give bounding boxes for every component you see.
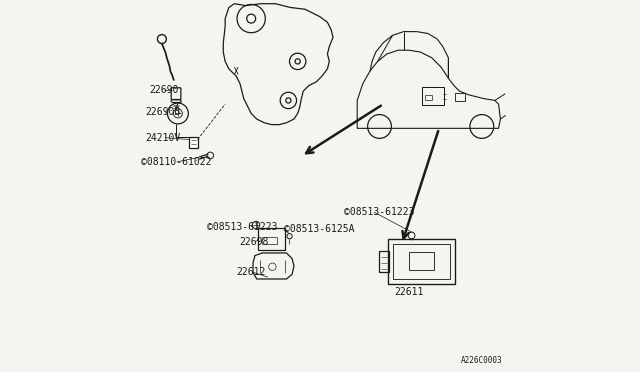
Text: 22690B: 22690B — [145, 107, 180, 116]
Text: 22612: 22612 — [236, 267, 266, 276]
Text: A226C0003: A226C0003 — [461, 356, 502, 365]
Text: 22698: 22698 — [239, 237, 269, 247]
Text: 22611: 22611 — [394, 287, 424, 297]
Text: ©08513-6125A: ©08513-6125A — [284, 224, 355, 234]
Text: 24210V: 24210V — [145, 133, 180, 142]
Text: ©08513-61223: ©08513-61223 — [207, 222, 277, 232]
Text: ©08513-61223: ©08513-61223 — [344, 207, 415, 217]
Text: ©08110-61022: ©08110-61022 — [141, 157, 212, 167]
FancyBboxPatch shape — [189, 137, 198, 148]
Text: 22690: 22690 — [149, 85, 179, 95]
